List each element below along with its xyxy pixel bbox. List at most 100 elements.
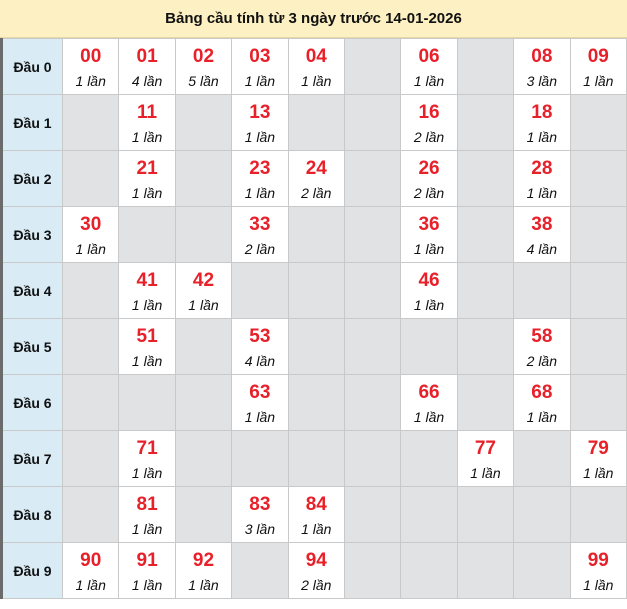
number-cell: 16 2 lần xyxy=(400,94,458,151)
number-cell: 36 1 lần xyxy=(400,206,458,263)
occurrence-count: 1 lần xyxy=(131,128,163,145)
occurrence-count: 1 lần xyxy=(583,576,614,593)
empty-cell xyxy=(513,430,571,487)
row-header: Đầu 7 xyxy=(1,430,63,487)
occurrence-count: 1 lần xyxy=(413,296,445,313)
occurrence-count: 1 lần xyxy=(244,72,276,89)
empty-cell xyxy=(287,262,345,319)
empty-cell xyxy=(343,542,402,599)
empty-cell xyxy=(456,38,515,95)
number-cell: 99 1 lần xyxy=(569,542,627,599)
lottery-number: 90 xyxy=(80,549,102,571)
empty-cell xyxy=(61,430,120,487)
row-header: Đầu 1 xyxy=(1,94,63,151)
number-cell: 33 2 lần xyxy=(231,206,289,263)
occurrence-count: 1 lần xyxy=(526,128,557,145)
empty-cell xyxy=(174,206,233,263)
empty-cell xyxy=(343,38,402,95)
lottery-number: 84 xyxy=(305,493,327,515)
empty-cell xyxy=(400,318,458,375)
empty-cell xyxy=(400,430,458,487)
occurrence-count: 1 lần xyxy=(583,464,614,481)
empty-cell xyxy=(287,374,345,431)
number-cell: 03 1 lần xyxy=(231,38,289,95)
empty-cell xyxy=(456,542,515,599)
occurrence-count: 1 lần xyxy=(188,576,219,593)
occurrence-count: 1 lần xyxy=(131,464,163,481)
row-header: Đầu 9 xyxy=(1,542,63,599)
lottery-number: 08 xyxy=(531,45,553,67)
lottery-number: 58 xyxy=(531,325,553,347)
lottery-number: 77 xyxy=(474,437,496,459)
lottery-number: 04 xyxy=(305,45,327,67)
table-row: Đầu 9 90 1 lần 91 1 lần 92 1 lần 94 2 lần 99 1 lần xyxy=(1,542,627,599)
lottery-number: 94 xyxy=(305,549,327,571)
table-row: Đầu 7 71 1 lần 77 1 lần 79 1 lần xyxy=(1,430,627,487)
empty-cell xyxy=(513,262,571,319)
empty-cell xyxy=(343,318,402,375)
occurrence-count: 1 lần xyxy=(413,240,445,257)
number-cell: 08 3 lần xyxy=(513,38,571,95)
occurrence-count: 1 lần xyxy=(131,352,163,369)
empty-cell xyxy=(231,430,289,487)
row-header: Đầu 0 xyxy=(1,38,63,95)
number-cell: 02 5 lần xyxy=(174,38,233,95)
number-cell: 00 1 lần xyxy=(61,38,120,95)
lottery-number: 92 xyxy=(192,549,215,571)
table-row: Đầu 1 11 1 lần 13 1 lần 16 2 lần 18 1 lần xyxy=(1,94,627,151)
table-row: Đầu 0 00 1 lần 01 4 lần 02 5 lần 03 1 lần 04 1 lần… xyxy=(1,38,627,95)
occurrence-count: 4 lần xyxy=(526,240,557,257)
lottery-number: 23 xyxy=(249,157,271,179)
table-row: Đầu 3 30 1 lần 33 2 lần 36 1 lần 38 4 lần xyxy=(1,206,627,263)
empty-cell xyxy=(118,206,176,263)
lottery-number: 41 xyxy=(136,269,158,291)
empty-cell xyxy=(569,94,627,151)
empty-cell xyxy=(513,486,571,543)
empty-cell xyxy=(61,262,120,319)
number-cell: 42 1 lần xyxy=(174,262,233,319)
empty-cell xyxy=(174,318,233,375)
row-header: Đầu 4 xyxy=(1,262,63,319)
empty-cell xyxy=(569,150,627,207)
occurrence-count: 1 lần xyxy=(526,408,557,425)
lottery-number: 13 xyxy=(249,101,271,123)
number-cell: 01 4 lần xyxy=(118,38,176,95)
occurrence-count: 1 lần xyxy=(583,72,614,89)
number-cell: 04 1 lần xyxy=(287,38,345,95)
lottery-number: 81 xyxy=(136,493,158,515)
occurrence-count: 4 lần xyxy=(131,72,163,89)
row-header: Đầu 8 xyxy=(1,486,63,543)
number-cell: 24 2 lần xyxy=(287,150,345,207)
occurrence-count: 2 lần xyxy=(413,184,445,201)
number-cell: 26 2 lần xyxy=(400,150,458,207)
empty-cell xyxy=(287,430,345,487)
lottery-number: 18 xyxy=(531,101,553,123)
lottery-number: 33 xyxy=(249,213,271,235)
occurrence-count: 1 lần xyxy=(131,576,163,593)
table-title: Bảng cầu tính từ 3 ngày trước 14-01-2026 xyxy=(0,0,627,38)
empty-cell xyxy=(343,374,402,431)
empty-cell xyxy=(61,318,120,375)
number-cell: 79 1 lần xyxy=(569,430,627,487)
lottery-frequency-table: Đầu 0 00 1 lần 01 4 lần 02 5 lần 03 1 lần 04 1 lần… xyxy=(0,38,627,599)
empty-cell xyxy=(287,206,345,263)
lottery-number: 66 xyxy=(418,381,440,403)
occurrence-count: 1 lần xyxy=(244,184,276,201)
lottery-number: 79 xyxy=(587,437,609,459)
empty-cell xyxy=(569,262,627,319)
number-cell: 09 1 lần xyxy=(569,38,627,95)
lottery-number: 01 xyxy=(136,45,158,67)
number-cell: 66 1 lần xyxy=(400,374,458,431)
empty-cell xyxy=(231,542,289,599)
lottery-number: 24 xyxy=(305,157,327,179)
number-cell: 83 3 lần xyxy=(231,486,289,543)
empty-cell xyxy=(174,430,233,487)
number-cell: 46 1 lần xyxy=(400,262,458,319)
occurrence-count: 1 lần xyxy=(75,240,106,257)
number-cell: 71 1 lần xyxy=(118,430,176,487)
lottery-number: 91 xyxy=(136,549,158,571)
occurrence-count: 3 lần xyxy=(244,520,276,537)
occurrence-count: 1 lần xyxy=(131,296,163,313)
number-cell: 23 1 lần xyxy=(231,150,289,207)
number-cell: 30 1 lần xyxy=(61,206,120,263)
